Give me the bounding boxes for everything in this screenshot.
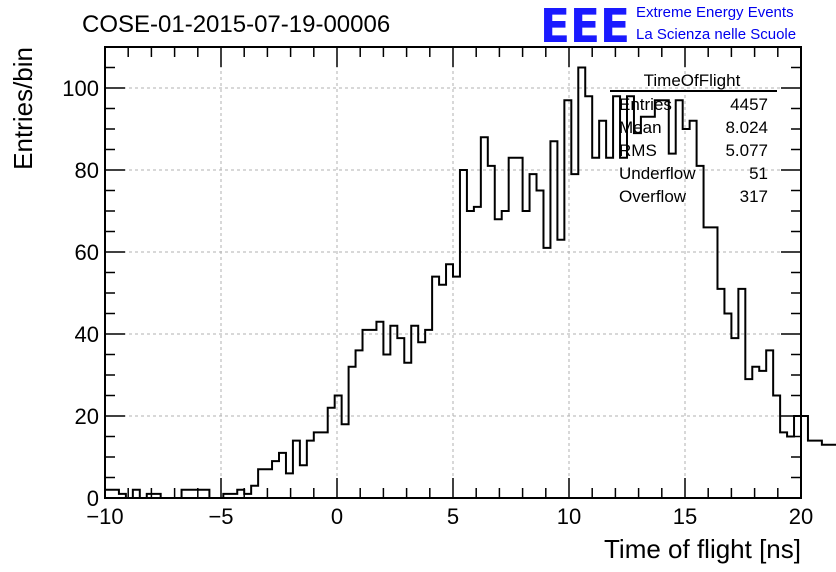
eee-logo: EEE Extreme Energy Events La Scienza nel… — [540, 0, 796, 53]
grid — [105, 47, 801, 498]
stats-box-title: TimeOfFlight — [644, 71, 741, 90]
stats-label-overflow: Overflow — [619, 187, 687, 206]
y-tick-label: 100 — [62, 76, 99, 101]
y-tick-label: 80 — [75, 158, 99, 183]
x-tick-label: −5 — [208, 504, 233, 529]
axis-ticks — [104, 46, 802, 499]
x-tick-label: 15 — [673, 504, 697, 529]
x-tick-label: 10 — [557, 504, 581, 529]
y-tick-label: 0 — [87, 486, 99, 511]
y-axis-title: Entries/bin — [8, 47, 38, 170]
y-tick-labels: 0 20 40 60 80 100 — [62, 76, 99, 511]
stats-value-rms: 5.077 — [725, 141, 768, 160]
histogram-line — [105, 66, 836, 499]
x-tick-label: 5 — [447, 504, 459, 529]
x-tick-label: 20 — [789, 504, 813, 529]
stats-box: TimeOfFlight Entries 4457 Mean 8.024 RMS… — [610, 71, 777, 206]
eee-logo-line1: Extreme Energy Events — [636, 4, 794, 21]
stats-label-entries: Entries — [619, 95, 672, 114]
eee-logo-mark: EEE — [540, 0, 630, 53]
x-tick-labels: −10 −5 0 5 10 15 20 — [86, 504, 813, 529]
stats-value-overflow: 317 — [740, 187, 768, 206]
stats-label-underflow: Underflow — [619, 164, 696, 183]
stats-label-mean: Mean — [619, 118, 662, 137]
x-tick-label: 0 — [331, 504, 343, 529]
y-tick-label: 20 — [75, 404, 99, 429]
stats-value-entries: 4457 — [730, 95, 768, 114]
y-tick-label: 60 — [75, 240, 99, 265]
eee-logo-line2: La Scienza nelle Scuole — [636, 26, 796, 43]
stats-value-underflow: 51 — [749, 164, 768, 183]
chart-title: COSE-01-2015-07-19-00006 — [82, 11, 390, 38]
x-axis-title: Time of flight [ns] — [604, 534, 801, 564]
x-tick-label: −10 — [86, 504, 123, 529]
stats-value-mean: 8.024 — [725, 118, 768, 137]
stats-label-rms: RMS — [619, 141, 657, 160]
y-tick-label: 40 — [75, 322, 99, 347]
